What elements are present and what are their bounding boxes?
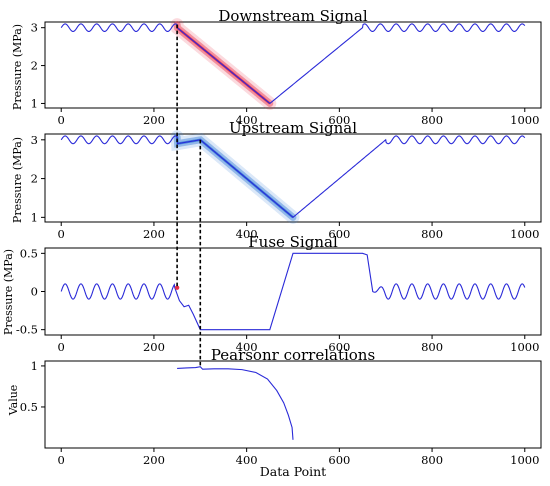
y-tick-label: 0.5 [20,400,38,414]
pearson-panel: Pearsonr correlations Value Data Point 0… [7,346,542,479]
x-tick-label: 1000 [510,340,539,354]
x-tick-label: 400 [236,227,258,241]
axes-frame [44,21,542,109]
x-tick-label: 400 [236,113,258,127]
x-tick-label: 400 [236,340,258,354]
x-tick-label: 800 [421,227,443,241]
fuse-signal-panel: Fuse Signal Pressure (MPa) 0 200 400 600 800… [2,233,542,354]
y-tick-label: 0 [31,285,38,299]
x-tick-label: 600 [328,113,350,127]
y-tick-label: 1 [31,359,38,373]
x-tick-label: 1000 [510,113,539,127]
x-tick-label: 0 [58,227,65,241]
x-tick-label: 400 [236,453,258,467]
axes-frame [44,247,542,336]
x-tick-label: 0 [58,340,65,354]
y-tick-label: 2 [31,172,38,186]
fuse-marker-point [174,285,180,290]
signal-series-line [60,23,526,105]
x-tick-label: 800 [421,113,443,127]
x-tick-label: 200 [143,227,165,241]
upstream-signal-panel: Upstream Signal Pressure (MPa) 0 200 400 60… [11,119,542,241]
downstream-title: Downstream Signal [218,7,368,25]
x-tick-label: 600 [328,453,350,467]
y-tick-label: 1 [31,96,38,110]
pearson-series-line [177,366,294,440]
x-tick-label: 200 [143,453,165,467]
upstream-ylabel: Pressure (MPa) [11,137,24,223]
y-tick-label: 0.5 [20,246,38,260]
axes-frame [44,360,542,449]
x-tick-label: 800 [421,340,443,354]
downstream-ylabel: Pressure (MPa) [11,24,24,110]
fuse-ylabel: Pressure (MPa) [2,249,15,335]
x-tick-label: 600 [328,227,350,241]
x-tick-label: 200 [143,113,165,127]
pearson-ylabel: Value [7,385,20,417]
signal-series-line [60,135,526,219]
x-axis-label: Data Point [260,464,326,479]
y-tick-label: 3 [31,133,38,147]
y-tick-label: 1 [31,210,38,224]
connector-lines [176,24,202,367]
y-tick-label: -0.5 [16,323,38,337]
fuse-title: Fuse Signal [248,233,338,251]
x-tick-label: 0 [58,113,65,127]
x-tick-label: 1000 [510,227,539,241]
x-tick-label: 600 [328,340,350,354]
y-tick-label: 3 [31,21,38,35]
x-tick-label: 1000 [510,453,539,467]
x-tick-label: 0 [58,453,65,467]
y-tick-label: 2 [31,59,38,73]
x-tick-label: 200 [143,340,165,354]
pearson-title: Pearsonr correlations [211,346,375,364]
x-tick-label: 800 [421,453,443,467]
fuse-series-line [60,252,526,331]
downstream-signal-panel: Downstream Signal Pressure (MPa) 0 200 400… [11,7,542,127]
upstream-title: Upstream Signal [229,119,357,137]
axes-frame [44,133,542,223]
